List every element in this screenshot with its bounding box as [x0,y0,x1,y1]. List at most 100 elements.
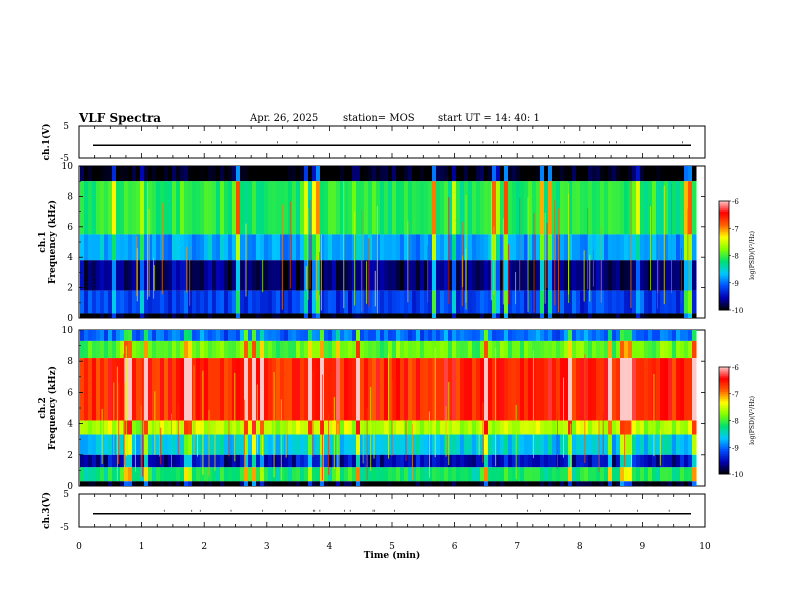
spectrogram-cell [624,181,629,235]
spectrogram-cell [524,234,529,261]
spectrogram-cell [552,260,557,291]
spectrogram-cell [632,420,637,435]
spectrogram-cell [200,260,205,291]
spectrogram-cell [120,481,125,486]
spectrogram-cell [552,330,557,341]
spectrogram-cell [216,454,221,468]
spectrogram-cell [432,420,437,435]
spectrogram-cell [168,454,173,468]
colorbar-tick-label: -6 [732,198,739,206]
spectrogram-cell [544,467,549,482]
spectrogram-cell [288,330,293,341]
spectrogram-cell [376,454,381,468]
spectrogram-cell [516,454,521,468]
spectrogram-cell [176,234,181,261]
spectrogram-cell [440,234,445,261]
colorbar-cell [719,384,729,388]
colorbar-tick-label: -8 [732,418,739,426]
spectrogram-cell [244,330,249,341]
spectrogram-cell [528,181,533,235]
spectrogram-cell [560,340,565,359]
spectrogram-cell [472,481,477,486]
spectrogram-cell [512,330,517,341]
spectrogram-cell [116,181,121,235]
spectrogram-cell [452,260,457,291]
spectrogram-cell [624,330,629,341]
y-axis-label: ch.1Frequency (kHz) [38,200,58,284]
spectrogram-cell [244,434,249,455]
spectrogram-cell [132,166,137,182]
spectrogram-cell [196,181,201,235]
spectrogram-cell [120,181,125,235]
spectrogram-cell [112,260,117,291]
spectrogram-cell [328,434,333,455]
spectrogram-cell [692,330,697,341]
spectrogram-cell [380,290,385,314]
colorbar-cell [719,434,729,438]
spectrogram-cell [608,467,613,482]
spectrogram-cell [516,467,521,482]
spectrogram-cell [92,330,97,341]
spectrogram-cell [196,330,201,341]
spectrogram-cell [572,434,577,455]
spectrogram-cell [316,313,321,318]
spectrogram-cell [652,454,657,468]
spectrogram-cell [488,420,493,435]
spectrogram-cell [296,454,301,468]
spectrogram-cell [500,234,505,261]
spectrogram-cell [532,166,537,182]
spectrogram-cell [100,330,105,341]
spectrogram-cell [528,290,533,314]
spectrogram-cell [384,330,389,341]
spectrogram-cell [512,313,517,318]
spectrogram-cell [192,330,197,341]
spectrogram-cell [604,420,609,435]
spectrogram-cell [676,420,681,435]
spectrogram-cell [416,481,421,486]
spectrogram-cell [496,166,501,182]
x-tick-label: 4 [327,542,333,552]
spectrogram-cell [660,260,665,291]
spectrogram-cell [524,434,529,455]
spectrogram-cell [516,340,521,359]
spectrogram-cell [520,330,525,341]
spectrogram-cell [432,313,437,318]
spectrogram-cell [324,313,329,318]
spectrogram-cell [448,313,453,318]
spectrogram-cell [108,481,113,486]
colorbar-cell [719,235,729,238]
spectrogram-cell [256,454,261,468]
spectrogram-cell [384,358,389,421]
spectrogram-cell [248,260,253,291]
spectrogram-cell [496,330,501,341]
spectrogram-cell [360,234,365,261]
spectrogram-cell [88,260,93,291]
spectrogram-cell [292,234,297,261]
spectrogram-cell [204,454,209,468]
spectrogram-cell [496,434,501,455]
spectrogram-cell [180,181,185,235]
spectrogram-cell [240,434,245,455]
spectrogram-cell [672,358,677,421]
spectrogram-cell [416,234,421,261]
spectrogram-cell [128,330,133,341]
spectrogram-cell [124,481,129,486]
spectrogram-cell [444,467,449,482]
spectrogram-cell [680,313,685,318]
spectrogram-cell [344,260,349,291]
spectrogram-cell [276,313,281,318]
spectrogram-cell [604,260,609,291]
spectrogram-cell [160,454,165,468]
spectrogram-cell [592,467,597,482]
start-time-label: start UT = 14: 40: 1 [438,113,540,124]
spectrogram-cell [136,234,141,261]
spectrogram-cell [448,434,453,455]
spectrogram-cell [440,467,445,482]
spectrogram-cell [404,481,409,486]
spectrogram-cell [372,481,377,486]
spectrogram-cell [320,290,325,314]
spectrogram-cell [232,313,237,318]
spectrogram-cell [264,181,269,235]
spectrogram-cell [508,260,513,291]
spectrogram-cell [112,181,117,235]
